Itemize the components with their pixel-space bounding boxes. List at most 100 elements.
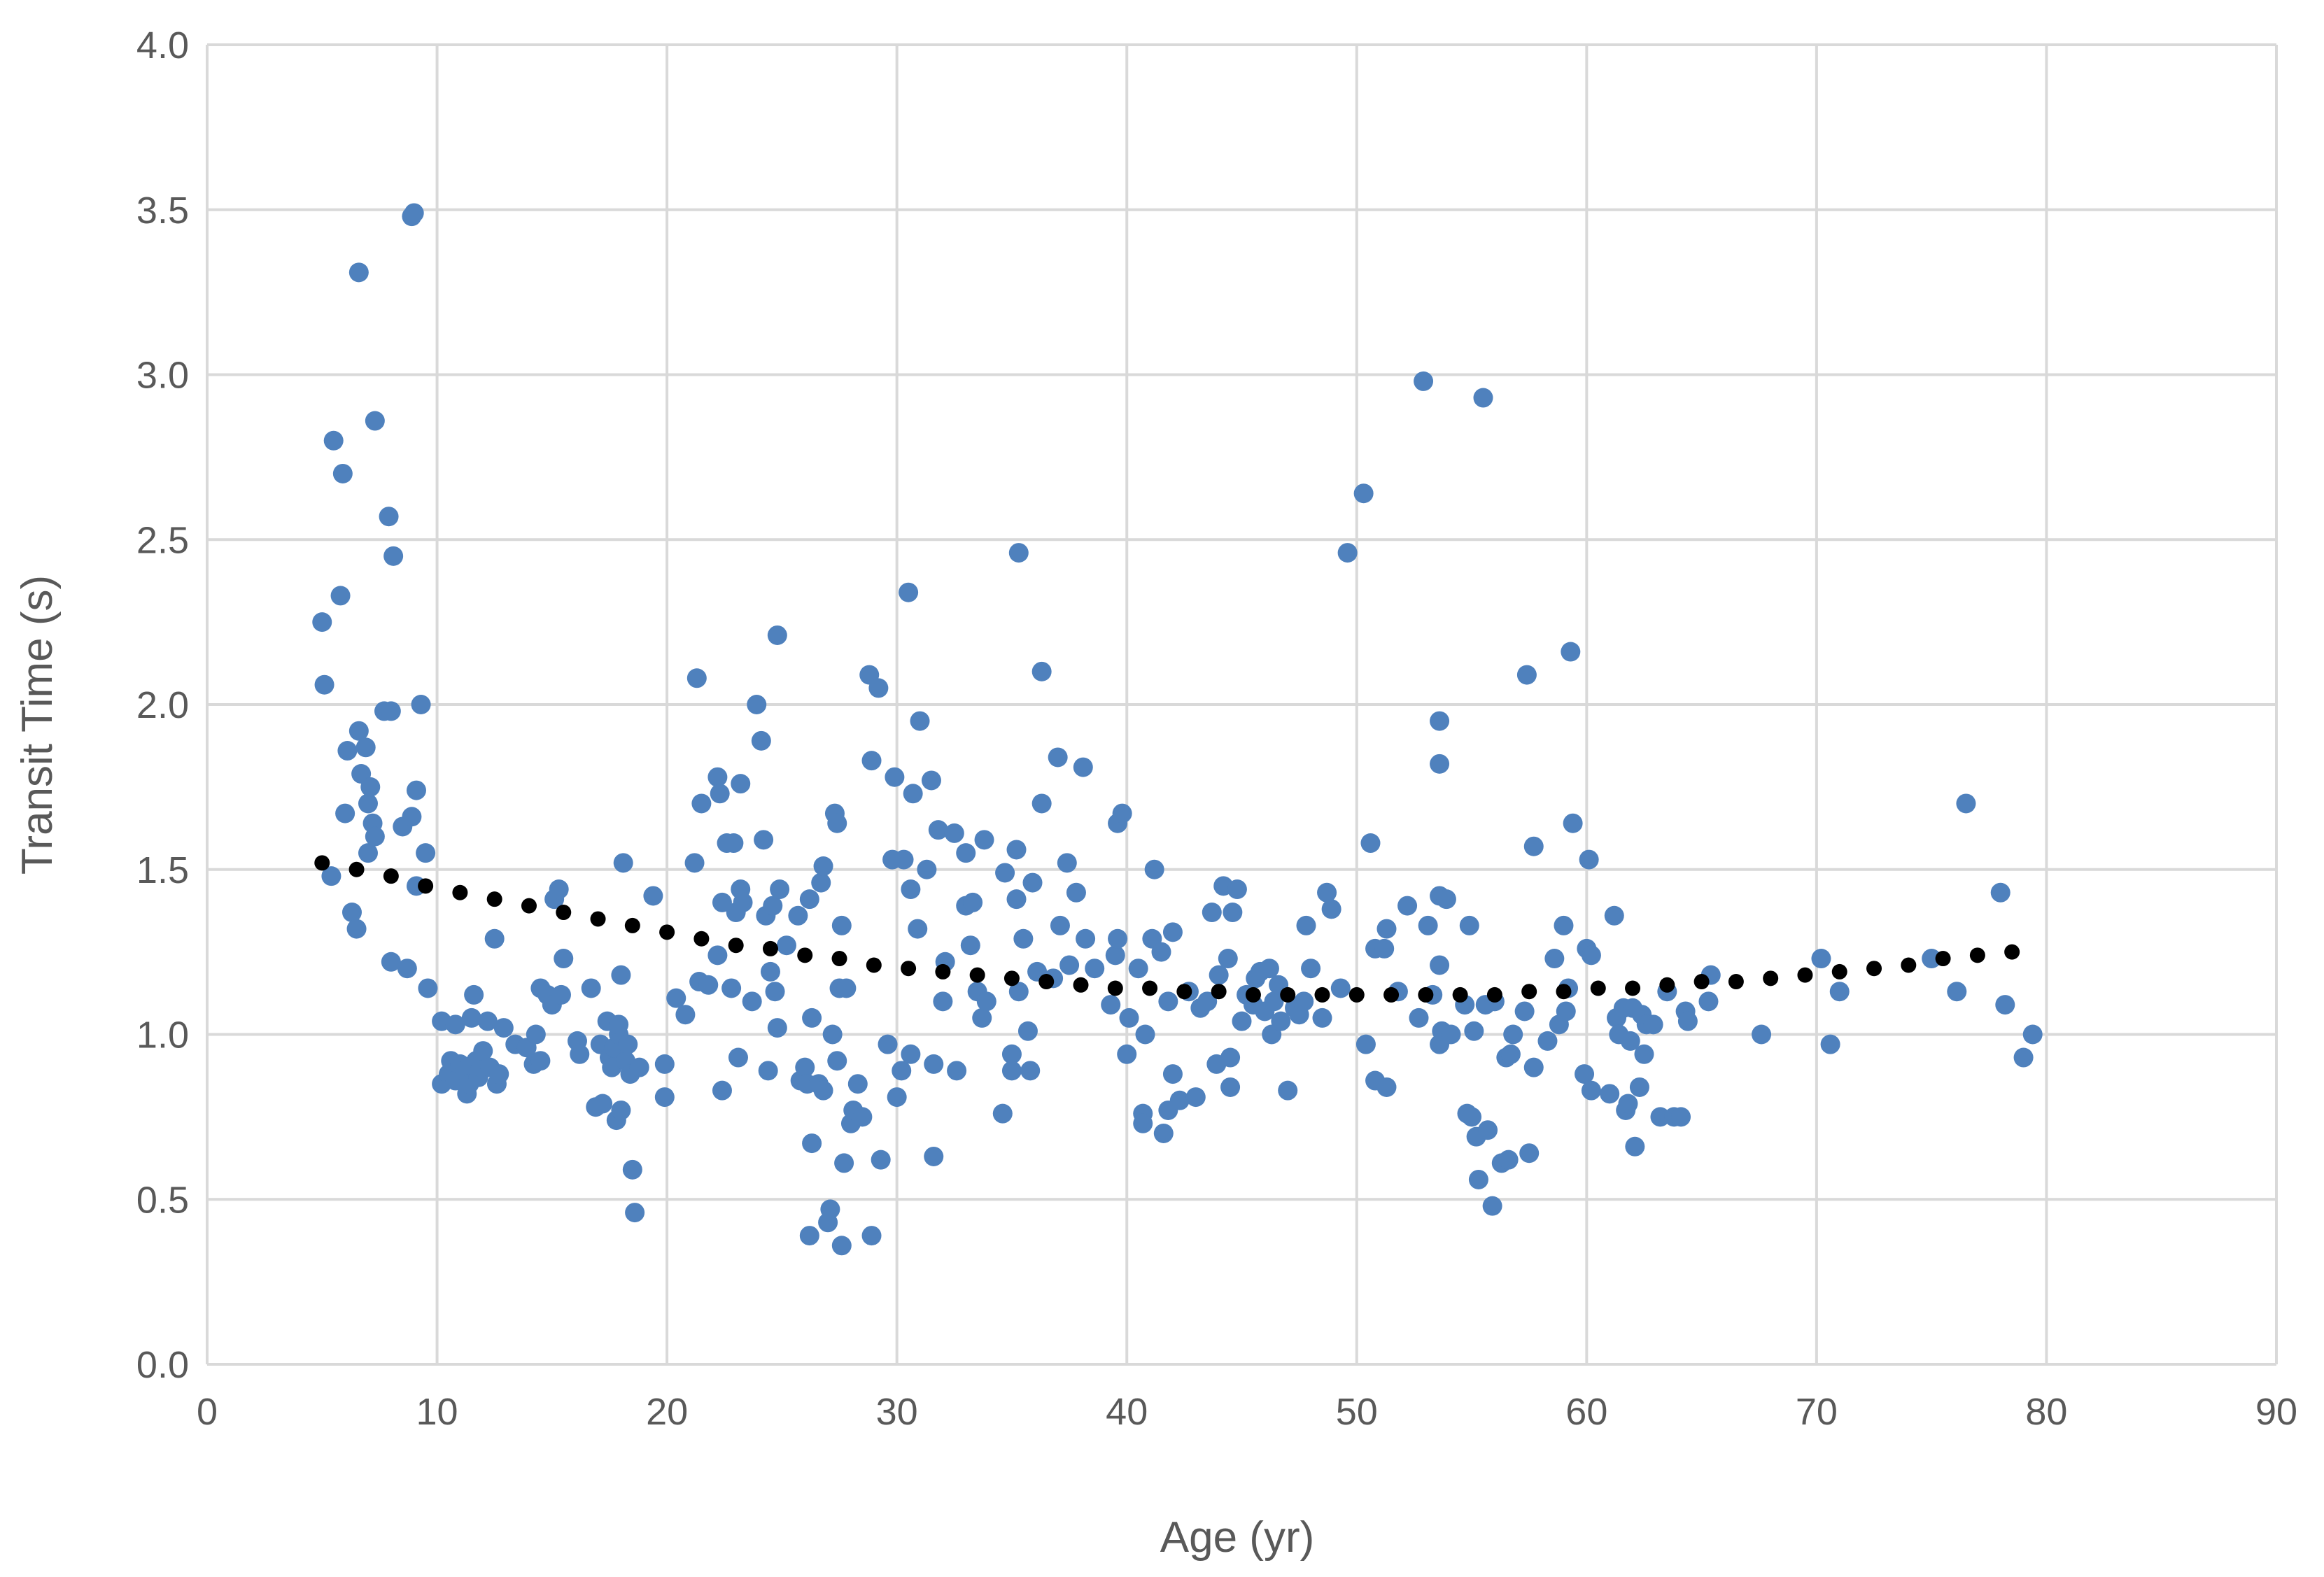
- gridlines: [206, 43, 2278, 1366]
- data-point: [360, 777, 381, 797]
- y-tick-label: 0.0: [136, 1344, 189, 1386]
- trendline-dot: [1452, 986, 1468, 1003]
- data-point: [654, 1054, 675, 1074]
- data-point: [1397, 896, 1418, 916]
- data-point: [908, 919, 928, 939]
- data-point: [887, 1087, 907, 1108]
- data-point: [1468, 1169, 1488, 1189]
- data-point: [554, 949, 574, 969]
- data-point: [712, 892, 732, 912]
- data-point: [1544, 949, 1565, 969]
- data-point: [1008, 982, 1029, 1002]
- data-point: [1158, 991, 1178, 1012]
- data-point: [1947, 982, 1967, 1002]
- data-point: [822, 1024, 843, 1045]
- x-axis-title: Age (yr): [1160, 1513, 1314, 1562]
- data-point: [894, 849, 914, 870]
- data-point: [1436, 889, 1456, 910]
- trendline-dot: [1003, 970, 1020, 986]
- tick-labels: 0.0 0.5 1.0 1.5 2.0 2.5 3.0 3.5 4.0 0 10 20 30 40 50 60…: [136, 24, 2297, 1433]
- data-point: [484, 928, 505, 949]
- data-point: [917, 859, 937, 879]
- data-point: [1105, 945, 1125, 966]
- data-point: [404, 203, 424, 223]
- data-point: [1218, 949, 1238, 969]
- data-point: [1629, 1077, 1649, 1097]
- data-point: [1278, 1080, 1298, 1101]
- data-point: [643, 886, 663, 906]
- data-point: [1956, 793, 1976, 814]
- data-point: [963, 892, 983, 912]
- data-point: [330, 586, 351, 606]
- y-tick-label: 3.0: [136, 355, 189, 397]
- data-point: [795, 1057, 815, 1077]
- trendline-dot: [1073, 977, 1089, 993]
- data-point: [852, 1107, 873, 1127]
- data-point: [686, 668, 707, 688]
- data-point: [675, 1005, 696, 1025]
- data-point: [611, 965, 631, 985]
- trendline-dot: [521, 898, 537, 914]
- data-point: [834, 1153, 854, 1173]
- data-point: [1643, 1014, 1663, 1035]
- data-point: [1197, 991, 1218, 1012]
- data-point: [1220, 1047, 1241, 1068]
- data-point: [1604, 905, 1624, 926]
- trendline-dot: [452, 884, 468, 900]
- data-point: [1117, 1044, 1137, 1064]
- data-point: [314, 674, 334, 695]
- trendline-dot: [659, 924, 675, 940]
- data-point: [1223, 903, 1243, 923]
- data-point: [1232, 1011, 1252, 1031]
- x-tick-label: 10: [416, 1391, 458, 1433]
- data-point: [1133, 1113, 1153, 1133]
- data-point: [335, 803, 355, 823]
- data-point: [760, 961, 780, 982]
- data-point: [464, 984, 484, 1005]
- data-point: [1059, 955, 1080, 975]
- data-point: [813, 856, 833, 877]
- trendline-dot: [418, 878, 434, 894]
- data-point: [1430, 955, 1450, 975]
- data-point: [1330, 978, 1351, 998]
- data-point: [1202, 903, 1222, 923]
- data-point: [1031, 661, 1052, 681]
- trendline-dot: [1831, 963, 1847, 980]
- data-point: [836, 978, 857, 998]
- trendline-dot: [383, 868, 399, 884]
- trendline-dot: [797, 947, 813, 963]
- data-point: [758, 1061, 778, 1081]
- data-point: [549, 879, 569, 900]
- data-point: [2022, 1024, 2043, 1045]
- trendline: [314, 855, 2020, 1003]
- data-point: [1057, 853, 1077, 873]
- data-point: [776, 935, 796, 956]
- data-point: [473, 1041, 493, 1061]
- data-point: [477, 1011, 498, 1031]
- data-point: [1409, 1007, 1429, 1028]
- trendline-dot: [1763, 970, 1779, 986]
- data-point: [960, 935, 980, 956]
- data-point: [1271, 1011, 1291, 1031]
- data-point: [1050, 915, 1070, 935]
- data-point: [871, 1150, 891, 1170]
- data-point: [1066, 882, 1086, 903]
- data-point: [1022, 872, 1043, 893]
- trendline-dot: [1866, 961, 1882, 977]
- data-point: [1162, 922, 1183, 942]
- data-point: [976, 991, 996, 1012]
- trendline-dot: [1486, 986, 1502, 1003]
- data-point: [903, 784, 923, 804]
- y-tick-label: 0.5: [136, 1179, 189, 1221]
- data-point: [1581, 1080, 1601, 1101]
- trendline-dot: [348, 861, 365, 877]
- data-point: [1563, 813, 1583, 833]
- data-point: [1752, 1024, 1772, 1045]
- trendline-dot: [1901, 957, 1917, 973]
- data-point: [1353, 483, 1374, 504]
- data-point: [346, 919, 367, 939]
- data-point: [1209, 965, 1229, 985]
- data-point: [365, 411, 385, 431]
